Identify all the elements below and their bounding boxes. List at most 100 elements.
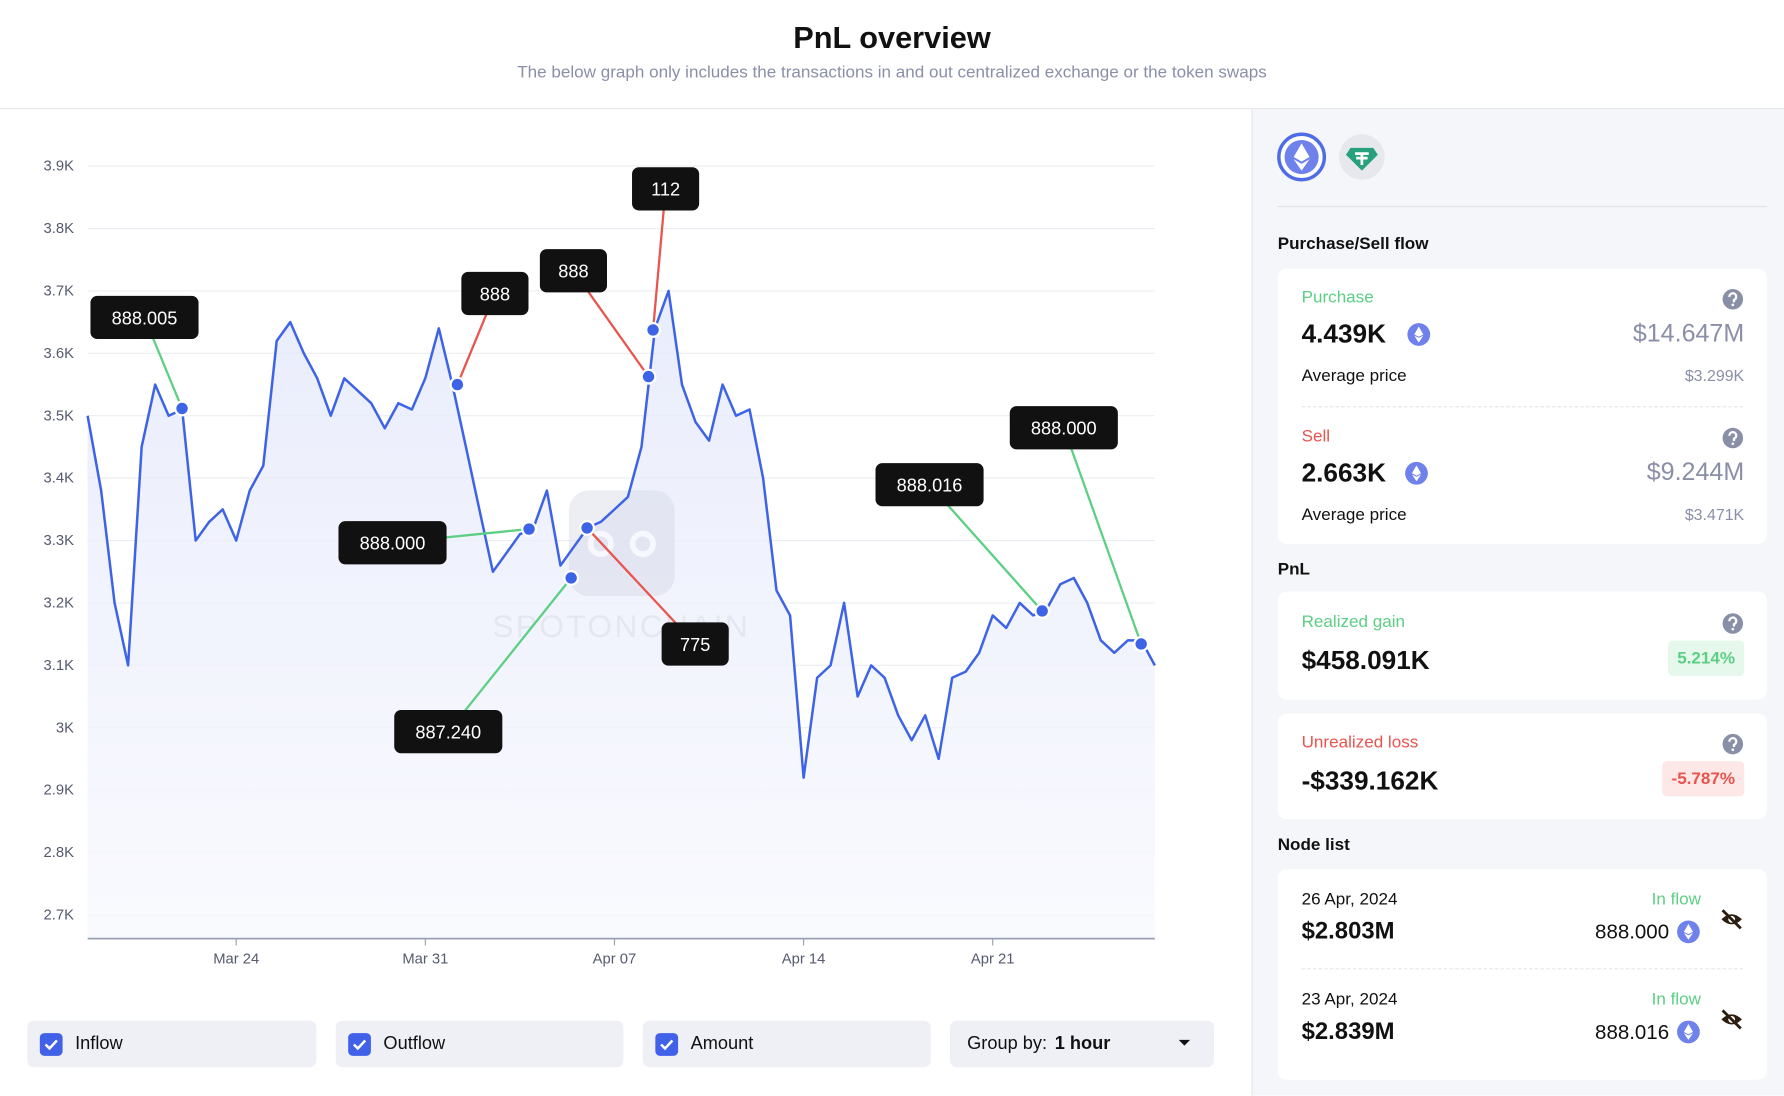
realized-value: $458.091K	[1301, 645, 1430, 675]
purchase-avg: $3.299K	[1684, 366, 1745, 385]
annotation: 888.000	[1009, 406, 1150, 652]
annotation: 112	[632, 167, 700, 338]
legend-toggle[interactable]: Amount	[642, 1020, 931, 1068]
node-date: 23 Apr, 2024	[1301, 989, 1398, 1010]
annotation-box	[338, 521, 447, 565]
section-title: Purchase/Sell flow	[1277, 234, 1429, 254]
legend-toggle[interactable]: Inflow	[27, 1020, 317, 1068]
checkbox[interactable]	[348, 1033, 371, 1056]
price-line	[86, 289, 1156, 779]
side-panel: Purchase/Sell flow Purchase 4.439K $14.6…	[1251, 109, 1784, 1096]
help-icon[interactable]	[1721, 427, 1744, 450]
y-tick-label: 2.9K	[44, 783, 75, 799]
sell-amount: 2.663K	[1301, 457, 1386, 487]
group-by-value: 1 hour	[1054, 1034, 1111, 1054]
y-tick-label: 3.4K	[44, 471, 75, 487]
eth-icon	[1676, 919, 1701, 944]
header: PnL overview The below graph only includ…	[0, 0, 1784, 110]
y-tick-label: 3.8K	[44, 221, 75, 237]
help-icon[interactable]	[1721, 612, 1744, 635]
y-tick-label: 3.7K	[44, 283, 75, 299]
x-tick-label: Apr 07	[593, 952, 637, 968]
x-tick-label: Apr 14	[782, 952, 826, 968]
legend-toggle[interactable]: Outflow	[335, 1020, 624, 1068]
help-icon[interactable]	[1721, 733, 1744, 756]
y-tick-label: 2.7K	[44, 907, 75, 923]
eth-icon	[1407, 323, 1431, 346]
purchase-label: Purchase	[1301, 287, 1374, 308]
unrealized-card: Unrealized loss -$339.162K -5.787%	[1277, 713, 1767, 820]
annotation: 887.240	[394, 570, 580, 754]
eth-icon	[1405, 461, 1428, 485]
realized-label: Realized gain	[1301, 612, 1406, 632]
chart: 2.7K 2.8K 2.9K 3K 3.1K 3.2K 3.3K 3.4K 3.5K 3.6K 3.…	[44, 159, 1156, 968]
annotation-connector	[1062, 427, 1143, 645]
avg-label: Average price	[1301, 366, 1407, 386]
annotation-box	[1009, 406, 1118, 450]
x-tick-label: Mar 24	[213, 952, 259, 968]
annotation-dot	[640, 368, 657, 385]
annotation: 888	[539, 249, 657, 385]
token-icons	[1277, 132, 1385, 182]
y-tick-label: 3.2K	[44, 595, 75, 611]
page-title: PnL overview	[793, 20, 991, 55]
node-list: 26 Apr, 2024 $2.803M In flow 888.000 23 Apr,…	[1277, 869, 1767, 1080]
y-tick-label: 3.5K	[44, 408, 75, 424]
avg-label: Average price	[1301, 505, 1407, 525]
y-tick-label: 2.8K	[44, 845, 75, 861]
annotation-dot	[449, 376, 466, 393]
unrealized-label: Unrealized loss	[1301, 732, 1419, 753]
line-area	[87, 290, 1155, 939]
check-icon	[660, 1039, 674, 1051]
node-date: 26 Apr, 2024	[1301, 889, 1398, 910]
sell-label: Sell	[1301, 426, 1331, 447]
purchase-amount: 4.439K	[1301, 318, 1386, 349]
annotation-label: 887.240	[415, 722, 481, 742]
x-tick-label: Mar 31	[402, 952, 448, 968]
annotation-box	[461, 271, 529, 316]
annotation-label: 888	[480, 284, 510, 304]
group-by-label: Group by:	[967, 1034, 1048, 1054]
legend-label: Amount	[690, 1034, 754, 1054]
y-tick-label: 3.3K	[44, 533, 75, 549]
annotation-dot	[521, 521, 538, 538]
annotation-label: 888.000	[1031, 419, 1097, 439]
hide-toggle[interactable]	[1719, 1007, 1744, 1032]
annotation-dot	[1133, 636, 1150, 652]
divider	[1301, 406, 1744, 408]
unrealized-pct: -5.787%	[1662, 761, 1745, 797]
realized-pct: 5.214%	[1668, 640, 1745, 676]
dropdown-arrow	[1178, 1039, 1191, 1046]
eth-icon	[1676, 1019, 1701, 1044]
annotation-label: 888.005	[112, 308, 178, 328]
legend-label: Inflow	[75, 1034, 123, 1054]
help-icon[interactable]	[1721, 288, 1744, 311]
annotation-label: 112	[651, 180, 680, 200]
section-title: PnL	[1277, 559, 1310, 580]
checkbox[interactable]	[655, 1033, 679, 1056]
node-value: $2.839M	[1301, 1018, 1395, 1045]
purchase-usd: $14.647M	[1632, 318, 1745, 348]
x-tick-label: Apr 21	[971, 952, 1015, 968]
y-tick-label: 3.9K	[44, 159, 75, 175]
divider	[1301, 968, 1744, 970]
check-icon	[44, 1039, 58, 1051]
y-tick-label: 3.1K	[44, 658, 75, 674]
legend-label: Outflow	[383, 1034, 446, 1054]
checkbox[interactable]	[39, 1033, 63, 1056]
annotation-connector	[651, 188, 667, 331]
annotation: 775	[579, 519, 729, 666]
annotation-dot	[645, 321, 662, 338]
hide-toggle[interactable]	[1719, 907, 1744, 932]
annotation-dot	[174, 400, 191, 417]
annotation-label: 888.016	[897, 476, 963, 496]
flow-card: Purchase 4.439K $14.647M Average price $…	[1277, 268, 1767, 544]
node-amount: 888.016	[1595, 1020, 1670, 1044]
realized-card: Realized gain $458.091K 5.214%	[1277, 591, 1767, 700]
annotation-label: 888.000	[360, 534, 426, 554]
group-by-dropdown[interactable]: Group by: 1 hour	[950, 1020, 1214, 1068]
annotation-box	[661, 622, 729, 666]
y-tick-label: 3K	[56, 720, 74, 736]
page-subtitle: The below graph only includes the transa…	[517, 62, 1267, 82]
